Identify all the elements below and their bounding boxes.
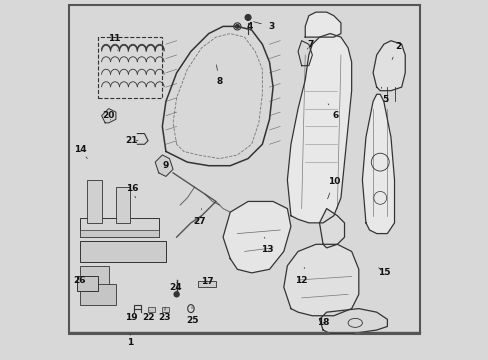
Text: 11: 11 xyxy=(108,35,120,50)
Text: 24: 24 xyxy=(169,282,182,292)
Polygon shape xyxy=(305,12,340,37)
Polygon shape xyxy=(362,94,394,234)
Bar xyxy=(148,307,155,312)
Bar xyxy=(198,281,216,287)
Bar xyxy=(80,266,108,287)
Bar xyxy=(98,37,162,98)
Text: 23: 23 xyxy=(158,307,170,322)
Text: 3: 3 xyxy=(253,22,274,31)
Bar xyxy=(162,307,168,312)
Text: 13: 13 xyxy=(261,237,273,254)
Text: 12: 12 xyxy=(294,267,306,284)
Bar xyxy=(77,276,98,291)
Text: 17: 17 xyxy=(200,277,213,286)
Polygon shape xyxy=(319,208,344,248)
Bar xyxy=(87,180,102,223)
Bar xyxy=(80,230,159,237)
Text: 25: 25 xyxy=(186,307,199,324)
Bar xyxy=(80,241,165,262)
Text: 27: 27 xyxy=(193,208,206,226)
Text: 26: 26 xyxy=(73,275,85,284)
Circle shape xyxy=(235,24,239,28)
Text: 21: 21 xyxy=(125,136,138,145)
Text: 5: 5 xyxy=(381,87,388,104)
Polygon shape xyxy=(319,309,386,334)
Text: 2: 2 xyxy=(391,41,401,59)
Bar xyxy=(80,284,116,305)
Polygon shape xyxy=(223,202,290,273)
Text: 16: 16 xyxy=(125,184,138,198)
Text: 4: 4 xyxy=(238,22,252,31)
Text: 9: 9 xyxy=(163,161,169,170)
Text: 1: 1 xyxy=(127,334,133,347)
Polygon shape xyxy=(283,244,358,316)
Text: 7: 7 xyxy=(307,40,313,49)
Circle shape xyxy=(244,15,250,20)
Bar xyxy=(116,187,130,223)
Polygon shape xyxy=(155,155,173,176)
Text: 22: 22 xyxy=(142,310,154,322)
Text: 19: 19 xyxy=(125,309,137,322)
Polygon shape xyxy=(372,41,405,91)
Text: 20: 20 xyxy=(102,111,115,120)
Text: 14: 14 xyxy=(74,145,87,158)
Text: 15: 15 xyxy=(377,268,389,277)
Circle shape xyxy=(174,292,179,297)
Polygon shape xyxy=(102,109,116,123)
Bar xyxy=(80,217,159,237)
Text: 10: 10 xyxy=(327,177,339,199)
Text: 6: 6 xyxy=(327,104,338,120)
Polygon shape xyxy=(287,33,351,223)
Text: 18: 18 xyxy=(316,318,328,327)
Text: 8: 8 xyxy=(216,65,222,86)
